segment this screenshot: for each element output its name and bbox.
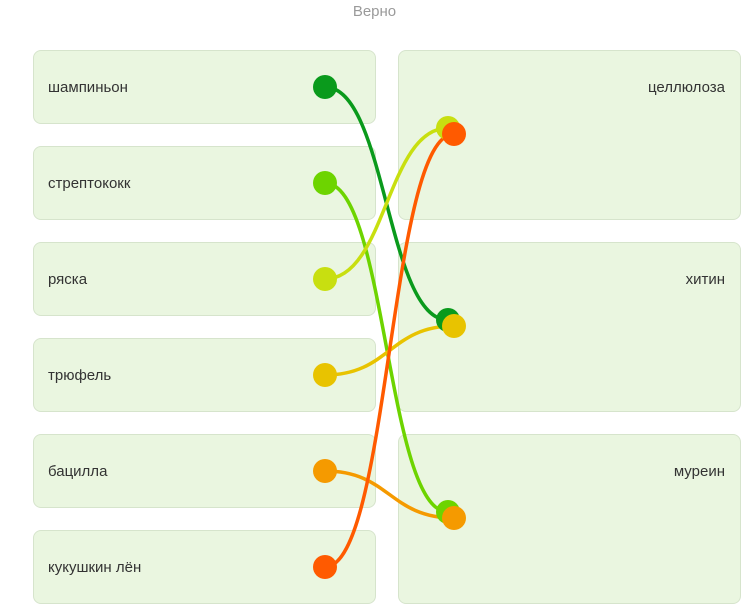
left-connector-dot[interactable] <box>313 267 337 291</box>
result-status: Верно <box>352 3 397 20</box>
left-item-label: трюфель <box>48 367 112 384</box>
left-item-label: кукушкин лён <box>48 559 142 576</box>
left-item-tryufel[interactable]: трюфель <box>33 338 376 412</box>
left-item-label: стрептококк <box>48 175 131 192</box>
left-connector-dot[interactable] <box>313 555 337 579</box>
right-connector-dot[interactable] <box>442 122 466 146</box>
right-item-label: целлюлоза <box>647 79 725 96</box>
left-connector-dot[interactable] <box>313 171 337 195</box>
connection-line <box>323 132 456 569</box>
left-item-label: ряска <box>48 271 88 288</box>
left-connector-dot[interactable] <box>313 75 337 99</box>
left-connector-dot[interactable] <box>313 459 337 483</box>
right-item-label: муреин <box>673 463 725 480</box>
right-connector-dot[interactable] <box>442 506 466 530</box>
connection-line <box>323 181 450 514</box>
left-connector-dot[interactable] <box>313 363 337 387</box>
left-item-label: шампиньон <box>48 79 128 96</box>
left-item-label: бацилла <box>48 463 108 480</box>
right-item-hitin[interactable]: хитин <box>398 242 741 412</box>
left-item-kukushkin-lyon[interactable]: кукушкин лён <box>33 530 376 604</box>
right-connector-dot[interactable] <box>442 314 466 338</box>
connection-line <box>323 126 450 281</box>
connection-line <box>323 469 456 520</box>
right-item-label: хитин <box>685 271 725 288</box>
